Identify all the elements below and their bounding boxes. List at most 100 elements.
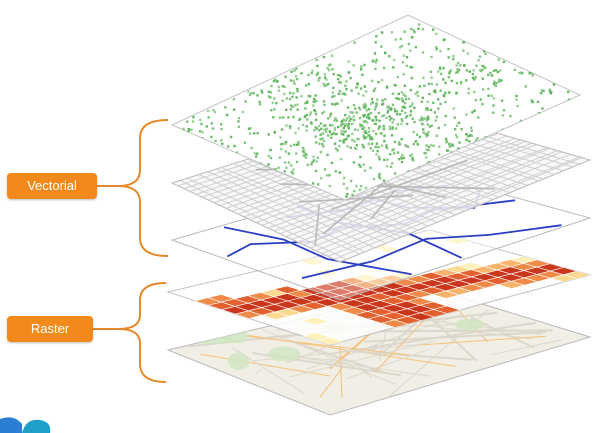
- point-marker: [207, 116, 210, 119]
- point-marker: [306, 118, 309, 121]
- point-marker: [323, 168, 327, 171]
- point-marker: [277, 85, 280, 89]
- point-marker: [297, 127, 300, 130]
- point-marker: [357, 138, 360, 141]
- point-marker: [274, 168, 277, 171]
- point-marker: [398, 113, 402, 116]
- point-marker: [539, 92, 543, 95]
- point-marker: [479, 98, 482, 101]
- point-marker: [473, 78, 476, 81]
- point-marker: [365, 121, 369, 124]
- point-marker: [420, 100, 423, 103]
- point-marker: [370, 102, 373, 105]
- point-marker: [427, 130, 430, 134]
- point-marker: [339, 81, 342, 84]
- point-marker: [413, 106, 416, 110]
- point-marker: [355, 143, 359, 147]
- point-marker: [457, 68, 461, 72]
- point-marker: [401, 100, 405, 103]
- point-marker: [292, 168, 295, 171]
- point-marker: [329, 63, 332, 66]
- point-marker: [285, 97, 289, 100]
- point-marker: [444, 137, 448, 141]
- point-marker: [362, 120, 365, 123]
- point-marker: [317, 124, 321, 128]
- point-marker: [426, 115, 430, 118]
- point-marker: [410, 153, 414, 156]
- point-marker: [345, 187, 349, 190]
- point-marker: [483, 66, 487, 69]
- point-marker: [427, 148, 431, 152]
- point-marker: [370, 79, 374, 83]
- point-marker: [247, 90, 250, 93]
- point-marker: [401, 153, 404, 157]
- point-marker: [225, 113, 229, 117]
- point-marker: [448, 70, 451, 74]
- point-marker: [383, 158, 386, 162]
- point-marker: [279, 136, 282, 139]
- point-marker: [455, 81, 459, 85]
- point-marker: [243, 141, 247, 144]
- point-marker: [377, 127, 380, 130]
- point-marker: [205, 125, 208, 128]
- point-marker: [260, 89, 263, 92]
- point-marker: [392, 66, 395, 69]
- point-marker: [277, 89, 281, 92]
- point-marker: [325, 78, 328, 81]
- point-marker: [296, 108, 299, 111]
- point-marker: [331, 102, 334, 106]
- point-marker: [322, 55, 326, 59]
- point-marker: [477, 116, 480, 119]
- point-marker: [346, 106, 350, 109]
- point-marker: [395, 110, 399, 113]
- point-marker: [279, 116, 282, 119]
- point-marker: [201, 131, 204, 134]
- point-marker: [367, 127, 371, 130]
- point-marker: [337, 92, 341, 96]
- point-marker: [272, 116, 275, 119]
- point-marker: [327, 64, 331, 67]
- point-marker: [407, 170, 410, 173]
- point-marker: [285, 108, 288, 111]
- point-marker: [363, 114, 367, 117]
- point-marker: [283, 85, 286, 89]
- point-marker: [519, 119, 523, 122]
- point-marker: [377, 80, 380, 84]
- point-marker: [288, 91, 292, 95]
- point-marker: [349, 146, 352, 149]
- point-marker: [409, 154, 412, 157]
- point-marker: [490, 94, 493, 97]
- point-marker: [309, 95, 312, 98]
- point-marker: [358, 117, 362, 120]
- point-marker: [333, 128, 336, 132]
- point-marker: [400, 123, 403, 126]
- point-marker: [363, 169, 367, 172]
- point-marker: [248, 93, 252, 97]
- point-marker: [432, 101, 435, 104]
- point-marker: [326, 153, 329, 157]
- point-marker: [375, 103, 378, 107]
- point-marker: [256, 152, 259, 155]
- point-marker: [392, 118, 396, 121]
- point-marker: [332, 72, 335, 76]
- point-marker: [382, 128, 386, 131]
- point-marker: [442, 78, 445, 81]
- point-marker: [293, 104, 297, 107]
- point-marker: [437, 126, 440, 130]
- point-marker: [420, 122, 423, 125]
- point-marker: [338, 89, 342, 93]
- point-marker: [282, 116, 285, 119]
- point-marker: [344, 113, 347, 117]
- point-marker: [448, 142, 451, 146]
- point-marker: [352, 115, 355, 118]
- point-marker: [315, 100, 318, 103]
- point-marker: [380, 31, 384, 34]
- point-marker: [363, 126, 366, 129]
- point-marker: [413, 31, 416, 34]
- point-marker: [461, 41, 465, 44]
- point-marker: [362, 106, 365, 109]
- point-marker: [292, 115, 295, 119]
- point-marker: [410, 66, 414, 69]
- point-marker: [371, 137, 374, 141]
- point-marker: [235, 151, 239, 154]
